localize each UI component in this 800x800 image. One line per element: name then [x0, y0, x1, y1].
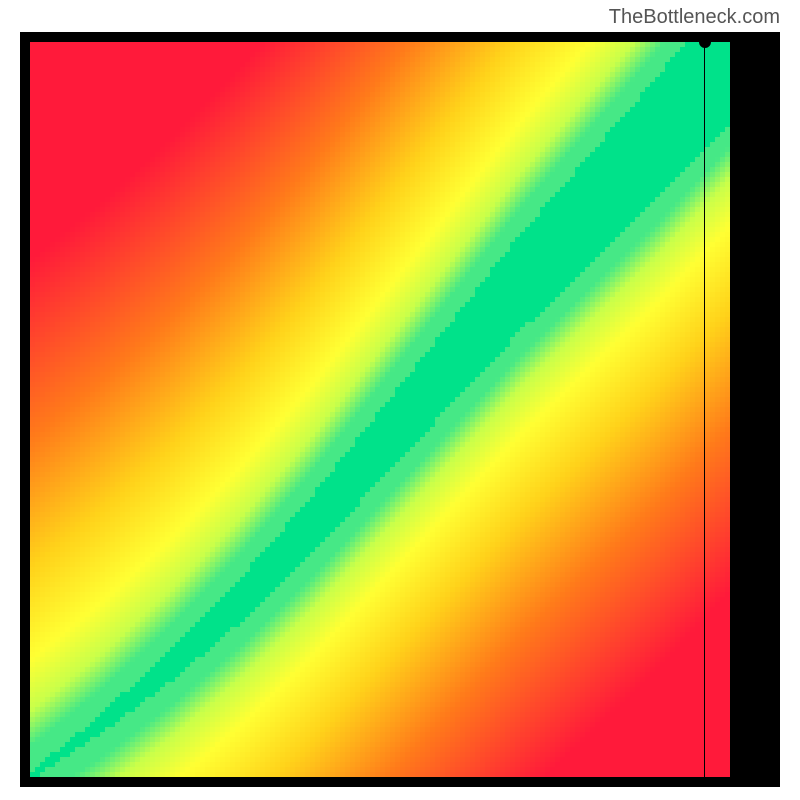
selection-marker-dot [699, 36, 711, 48]
selection-vertical-line [704, 42, 705, 777]
watermark-text: TheBottleneck.com [609, 6, 780, 29]
bottleneck-heatmap [30, 42, 730, 777]
bottleneck-heatmap-frame [20, 32, 780, 787]
